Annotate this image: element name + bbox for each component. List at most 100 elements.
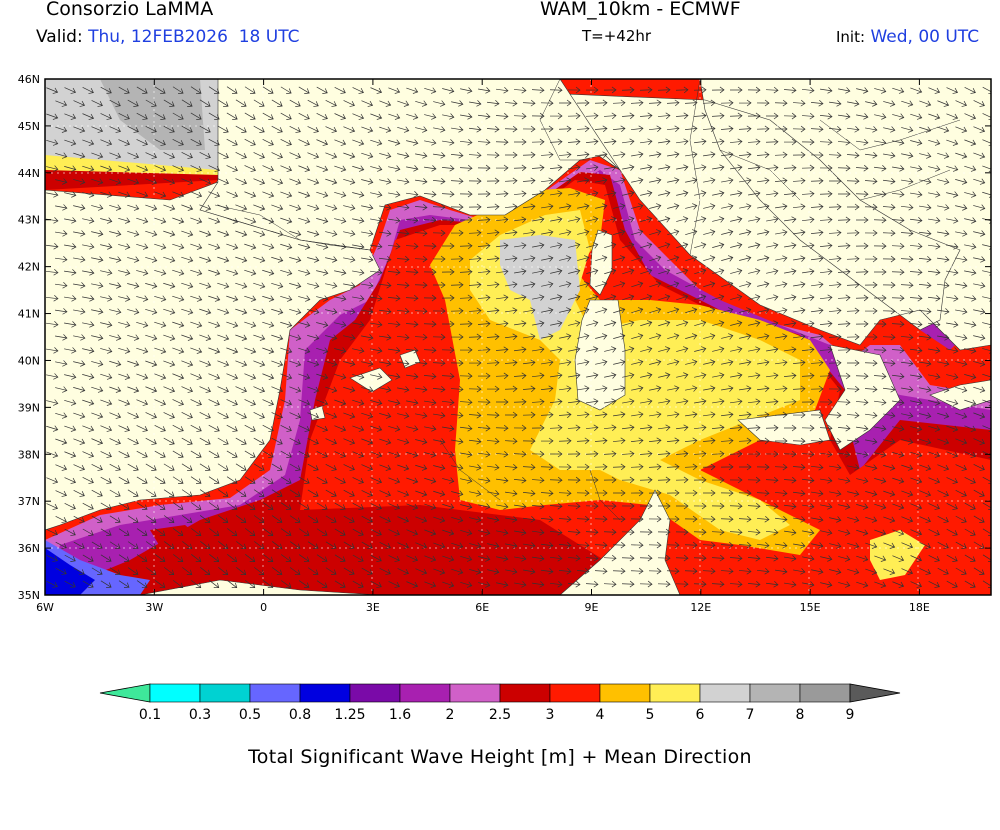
wave-arrow — [433, 412, 446, 419]
wave-arrow — [514, 320, 527, 327]
wave-arrow — [856, 113, 869, 120]
wave-arrow — [262, 347, 275, 354]
wave-arrow — [46, 477, 59, 484]
wave-arrow — [388, 477, 401, 484]
wave-arrow — [262, 554, 274, 562]
wave-arrow — [603, 580, 617, 588]
wave-arrow — [532, 346, 545, 353]
wave-arrow — [865, 490, 878, 497]
wave-arrow — [208, 269, 221, 276]
wave-arrow — [739, 359, 752, 366]
wave-arrow — [271, 178, 284, 185]
wave-arrow — [532, 268, 545, 275]
wave-arrow — [649, 307, 662, 314]
wave-arrow — [748, 242, 761, 249]
wave-arrow — [280, 373, 293, 380]
wave-arrow — [819, 112, 833, 120]
wave-arrow — [549, 164, 563, 172]
wave-arrow — [747, 554, 761, 562]
wave-arrow — [595, 177, 608, 184]
wave-arrow — [513, 86, 527, 94]
wave-arrow — [748, 164, 761, 171]
wave-arrow — [343, 334, 356, 341]
wave-arrow — [361, 360, 374, 367]
wave-arrow — [820, 555, 833, 562]
wave-arrow — [118, 139, 131, 146]
wave-arrow — [244, 373, 257, 380]
wave-arrow — [684, 437, 698, 445]
wave-arrow — [235, 152, 247, 159]
wave-arrow — [163, 489, 175, 497]
wave-arrow — [649, 177, 662, 184]
wave-arrow — [181, 308, 194, 315]
wave-arrow — [226, 321, 239, 328]
wave-arrow — [154, 295, 167, 302]
wave-arrow — [441, 242, 455, 250]
wave-arrow — [477, 164, 491, 172]
wave-arrow — [505, 568, 518, 575]
wave-arrow — [361, 230, 374, 237]
wave-arrow — [145, 567, 157, 575]
wave-arrow — [262, 424, 274, 432]
colorbar-swatch — [449, 683, 501, 703]
wave-arrow — [702, 125, 716, 133]
wave-arrow — [271, 125, 283, 133]
wave-arrow — [730, 268, 743, 275]
wave-arrow — [919, 386, 932, 393]
wave-arrow — [910, 373, 923, 380]
wave-arrow — [919, 334, 932, 341]
wave-arrow — [505, 516, 518, 523]
wave-arrow — [703, 255, 716, 262]
wave-arrow — [334, 191, 347, 198]
wave-arrow — [388, 451, 401, 458]
wave-arrow — [181, 256, 194, 263]
wave-arrow — [181, 437, 193, 445]
wave-arrow — [46, 451, 59, 458]
wave-arrow — [100, 217, 113, 224]
wave-arrow — [307, 282, 320, 289]
wave-arrow — [937, 541, 949, 549]
wave-arrow — [253, 489, 265, 497]
wave-arrow — [946, 139, 959, 146]
wave-arrow — [163, 230, 176, 237]
wave-arrow — [648, 125, 662, 133]
wave-arrow — [847, 542, 860, 549]
wave-arrow — [630, 463, 644, 471]
wave-arrow — [100, 528, 112, 536]
wave-arrow — [433, 152, 446, 159]
wave-arrow — [720, 515, 734, 523]
lon-label: 6W — [36, 601, 54, 614]
wave-arrow — [739, 333, 752, 340]
wave-arrow — [577, 281, 590, 288]
wave-arrow — [630, 99, 644, 107]
wave-arrow — [136, 243, 149, 250]
wave-arrow — [838, 555, 851, 562]
wave-arrow — [127, 308, 140, 315]
wave-arrow — [937, 386, 950, 393]
wave-arrow — [540, 125, 554, 133]
wave-arrow — [640, 398, 653, 405]
wave-arrow — [325, 204, 338, 211]
wave-arrow — [990, 384, 1000, 394]
wave-arrow — [163, 541, 175, 549]
wave-arrow — [694, 398, 707, 405]
wave-arrow — [648, 567, 662, 575]
wave-arrow — [109, 308, 122, 315]
wave-arrow — [415, 516, 428, 523]
wave-arrow — [729, 424, 743, 432]
wave-arrow — [676, 320, 689, 327]
wave-arrow — [441, 216, 455, 224]
wave-arrow — [631, 333, 644, 340]
wave-arrow — [730, 398, 743, 405]
wave-arrow — [100, 476, 112, 484]
wave-arrow — [145, 256, 158, 263]
wave-arrow — [73, 282, 86, 289]
wave-arrow — [666, 463, 680, 471]
wave-arrow — [829, 100, 842, 107]
wave-arrow — [523, 281, 536, 288]
wave-arrow — [622, 398, 635, 405]
wave-arrow — [892, 399, 905, 406]
wave-arrow — [901, 126, 914, 133]
wave-arrow — [172, 476, 184, 484]
